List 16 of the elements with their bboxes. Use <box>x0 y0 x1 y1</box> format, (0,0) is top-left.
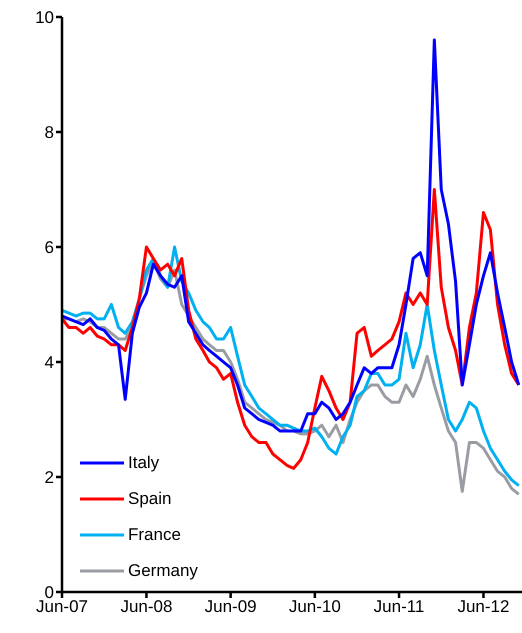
x-tick-label: Jun-12 <box>457 597 510 616</box>
y-tick-label: 2 <box>44 468 54 488</box>
y-tick-label: 10 <box>35 8 54 28</box>
y-tick-label: 8 <box>44 123 54 142</box>
x-tick-label: Jun-10 <box>288 597 341 616</box>
legend-label: Spain <box>128 489 172 509</box>
x-tick-label: Jun-08 <box>120 597 172 616</box>
y-tick-label: 6 <box>44 238 54 258</box>
x-tick-label: Jun-11 <box>374 597 424 616</box>
legend-label: Italy <box>128 453 160 473</box>
y-tick-label: 4 <box>44 353 54 372</box>
line-series <box>62 38 520 432</box>
line-series <box>62 188 520 470</box>
x-tick-label: Jun-09 <box>204 597 257 616</box>
legend-label: Germany <box>128 561 198 581</box>
legend-label: France <box>128 525 181 545</box>
